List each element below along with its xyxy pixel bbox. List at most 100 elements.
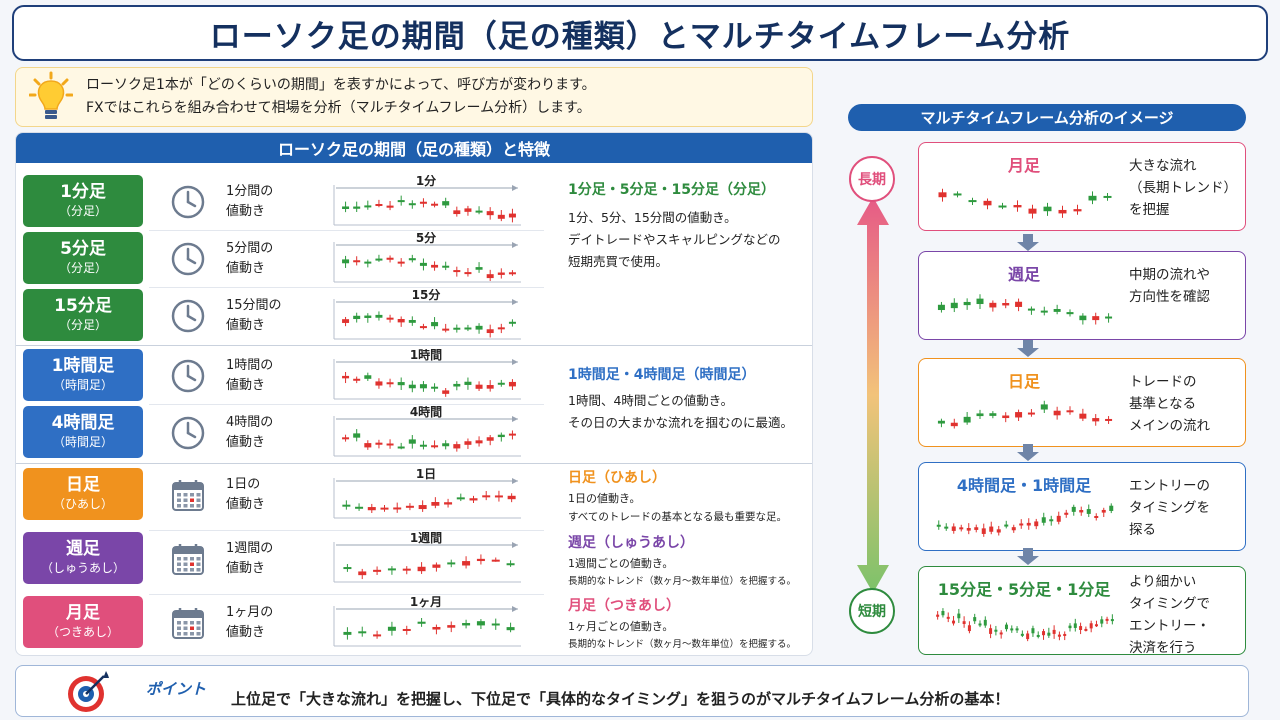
candlestick bbox=[358, 568, 367, 580]
candlestick bbox=[497, 323, 505, 334]
arrow-head bbox=[512, 185, 518, 191]
candlestick bbox=[1040, 400, 1048, 413]
candlestick bbox=[950, 298, 958, 313]
candlestick bbox=[453, 266, 461, 277]
point-box: ポイント 上位足で「大きな流れ」を把握し、下位足で「具体的なタイミング」を狙うの… bbox=[15, 665, 1249, 717]
candlestick bbox=[996, 525, 1001, 536]
candlestick bbox=[497, 209, 505, 222]
arrow-head bbox=[512, 606, 518, 612]
candlestick bbox=[476, 619, 485, 630]
candlestick bbox=[387, 566, 396, 575]
group-title: 日足（ひあし） bbox=[568, 470, 666, 486]
candlestick bbox=[375, 439, 383, 449]
group-text: 1時間、4時間ごとの値動き。 bbox=[568, 393, 734, 408]
candlestick bbox=[1004, 622, 1008, 632]
period-name: 4時間足 bbox=[51, 413, 115, 433]
candlestick bbox=[952, 615, 956, 626]
candlestick bbox=[486, 435, 494, 446]
point-text: 上位足で「大きな流れ」を把握し、下位足で「具体的なタイミング」を狙うのがマルチタ… bbox=[231, 690, 1010, 708]
candlestick bbox=[431, 201, 439, 208]
candlestick bbox=[447, 621, 456, 633]
candlestick bbox=[393, 502, 402, 513]
group-title: 週足（しゅうあし） bbox=[568, 535, 694, 551]
candlestick bbox=[1052, 625, 1056, 639]
arrow-head bbox=[512, 416, 518, 422]
timeframe-title: 15分足・5分足・1分足 bbox=[937, 580, 1111, 599]
period-badge: 週足 （しゅうあし） bbox=[23, 532, 143, 584]
candlestick bbox=[419, 258, 427, 271]
arrow-head bbox=[512, 359, 518, 365]
short-term-label: 短期 bbox=[849, 588, 895, 634]
period-description: 1時間の 値動き bbox=[226, 356, 316, 396]
long-short-arrow bbox=[857, 197, 889, 593]
candlestick bbox=[442, 440, 450, 450]
candlestick bbox=[983, 198, 992, 210]
period-desc-line: 値動き bbox=[226, 497, 266, 512]
candlestick bbox=[966, 523, 971, 535]
candlestick bbox=[342, 434, 350, 442]
candlestick bbox=[1031, 625, 1035, 637]
candlestick bbox=[981, 523, 986, 537]
candlestick bbox=[1057, 631, 1061, 641]
candlestick bbox=[1049, 515, 1054, 526]
candlestick bbox=[442, 388, 450, 397]
candlestick bbox=[380, 505, 389, 512]
group-text: 1週間ごとの値動き。 bbox=[568, 557, 674, 570]
group-text: 1分、5分、15分間の値動き。 bbox=[568, 210, 737, 225]
chart-span-label: 1週間 bbox=[410, 532, 442, 545]
candlestick bbox=[1063, 631, 1067, 641]
candlestick bbox=[976, 409, 984, 420]
mini-candle-chart: 5分 bbox=[333, 232, 521, 283]
candlestick bbox=[1079, 408, 1087, 422]
period-name: 週足 bbox=[66, 539, 100, 559]
candlestick bbox=[1058, 205, 1067, 218]
candlestick bbox=[941, 608, 945, 618]
clock-icon bbox=[169, 240, 207, 278]
candlestick bbox=[402, 625, 411, 635]
timeframe-title: 週足 bbox=[1007, 265, 1040, 284]
candlestick bbox=[1079, 506, 1084, 516]
candlestick bbox=[1047, 627, 1051, 638]
candlestick bbox=[444, 498, 453, 508]
timeframe-card: 4時間足・1時間足 エントリーの タイミングを 探る bbox=[918, 462, 1246, 551]
candlestick bbox=[432, 624, 441, 635]
period-desc-line: 5分間の bbox=[226, 241, 274, 256]
group-day: 日足（ひあし） 1日の値動き。 すべてのトレードの基本となる最も重要な足。 bbox=[568, 467, 810, 527]
candlestick bbox=[1094, 513, 1099, 521]
candlestick bbox=[417, 618, 426, 627]
candlestick bbox=[418, 500, 427, 512]
period-row: 1時間足 （時間足） 1時間の 値動き 1時間 bbox=[16, 347, 812, 404]
candlestick bbox=[497, 379, 505, 387]
candlestick bbox=[1073, 204, 1082, 215]
candlestick bbox=[432, 562, 441, 572]
candlestick bbox=[419, 323, 427, 330]
target-icon bbox=[68, 671, 109, 712]
candlestick bbox=[486, 269, 494, 281]
chart-span-label: 1分 bbox=[416, 175, 436, 188]
candlestick bbox=[364, 200, 372, 210]
candlestick bbox=[976, 294, 984, 309]
candlestick bbox=[408, 200, 416, 209]
candlestick bbox=[342, 201, 350, 213]
period-desc-line: 値動き bbox=[226, 318, 266, 333]
timeframe-description: 大きな流れ （長期トレンド） を把握 bbox=[1129, 155, 1241, 221]
candlestick bbox=[1053, 304, 1061, 315]
mini-candle-chart: 1ヶ月 bbox=[333, 596, 521, 647]
arrow-head bbox=[512, 299, 518, 305]
candlestick bbox=[1015, 409, 1023, 422]
period-name: 1時間足 bbox=[51, 356, 115, 376]
intro-box: ローソク足1本が「どのくらいの期間」を表すかによって、呼び方が変わります。 FX… bbox=[15, 67, 813, 127]
candlestick bbox=[1110, 614, 1114, 625]
candlestick bbox=[1015, 626, 1019, 633]
timeframe-title: 日足 bbox=[1007, 372, 1040, 391]
period-description: 15分間の 値動き bbox=[226, 296, 316, 336]
mtf-heading: マルチタイムフレーム分析のイメージ bbox=[848, 104, 1246, 131]
candlestick bbox=[397, 195, 405, 206]
candlestick bbox=[1064, 509, 1069, 518]
timeframe-card: 月足 大きな流れ （長期トレンド） を把握 bbox=[918, 142, 1246, 231]
clock-icon bbox=[169, 357, 207, 395]
mini-candle-chart: 1時間 bbox=[333, 349, 521, 400]
timeframe-card: 週足 中期の流れや 方向性を確認 bbox=[918, 251, 1246, 340]
candlestick bbox=[431, 317, 439, 330]
period-badge: 月足 （つきあし） bbox=[23, 596, 143, 648]
